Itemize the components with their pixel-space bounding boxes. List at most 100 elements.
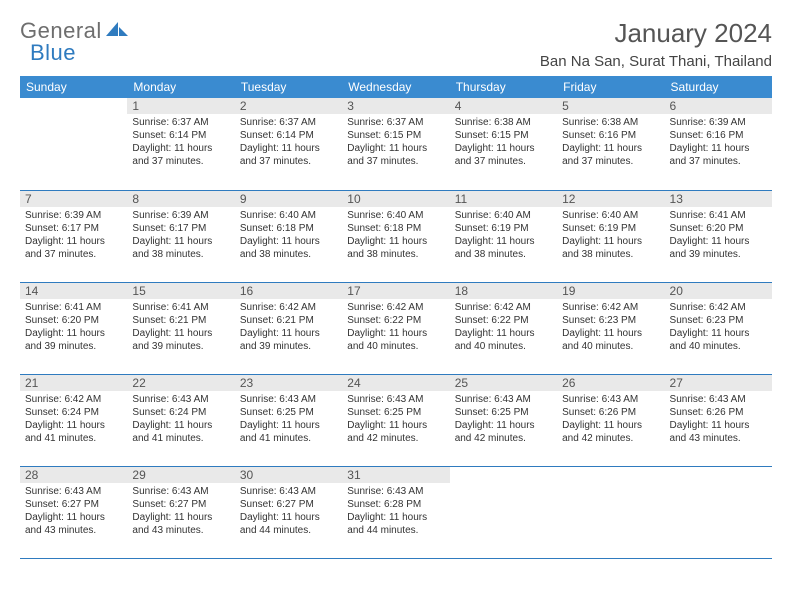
- day-number: 7: [20, 191, 127, 207]
- calendar-cell: 26Sunrise: 6:43 AMSunset: 6:26 PMDayligh…: [557, 374, 664, 466]
- day-number: 25: [450, 375, 557, 391]
- calendar-cell: 10 Sunrise: 6:40 AMSunset: 6:18 PMDayligh…: [342, 190, 449, 282]
- day-details: Sunrise: 6:43 AMSunset: 6:24 PMDaylight:…: [132, 393, 229, 445]
- day-details: Sunrise: 6:43 AMSunset: 6:27 PMDaylight:…: [240, 485, 337, 537]
- calendar-cell: 30 Sunrise: 6:43 AMSunset: 6:27 PMDayligh…: [235, 466, 342, 558]
- day-number: 1: [127, 98, 234, 114]
- day-details: Sunrise: 6:41 AMSunset: 6:20 PMDaylight:…: [670, 209, 767, 261]
- calendar-cell: 20 Sunrise: 6:42 AMSunset: 6:23 PMDayligh…: [665, 282, 772, 374]
- day-number: 18: [450, 283, 557, 299]
- location: Ban Na San, Surat Thani, Thailand: [540, 53, 772, 70]
- weekday-header: Friday: [557, 76, 664, 98]
- day-number: 6: [665, 98, 772, 114]
- calendar-cell: 17 Sunrise: 6:42 AMSunset: 6:22 PMDayligh…: [342, 282, 449, 374]
- day-number: 5: [557, 98, 664, 114]
- calendar-body: 1 Sunrise: 6:37 AMSunset: 6:14 PMDaylight…: [20, 98, 772, 558]
- calendar-cell: [665, 466, 772, 558]
- day-number: 30: [235, 467, 342, 483]
- calendar-cell: 13 Sunrise: 6:41 AMSunset: 6:20 PMDayligh…: [665, 190, 772, 282]
- weekday-header: Thursday: [450, 76, 557, 98]
- day-details: Sunrise: 6:42 AMSunset: 6:22 PMDaylight:…: [455, 301, 552, 353]
- day-details: Sunrise: 6:42 AMSunset: 6:21 PMDaylight:…: [240, 301, 337, 353]
- day-details: Sunrise: 6:43 AMSunset: 6:27 PMDaylight:…: [25, 485, 122, 537]
- weekday-header: Sunday: [20, 76, 127, 98]
- header: General January 2024 Ban Na San, Surat T…: [20, 18, 772, 70]
- calendar-cell: 9Sunrise: 6:40 AMSunset: 6:18 PMDaylight…: [235, 190, 342, 282]
- day-details: Sunrise: 6:40 AMSunset: 6:19 PMDaylight:…: [562, 209, 659, 261]
- day-details: Sunrise: 6:43 AMSunset: 6:25 PMDaylight:…: [240, 393, 337, 445]
- day-number: 13: [665, 191, 772, 207]
- day-number: 29: [127, 467, 234, 483]
- calendar-cell: [450, 466, 557, 558]
- day-number: 23: [235, 375, 342, 391]
- calendar-cell: 31 Sunrise: 6:43 AMSunset: 6:28 PMDayligh…: [342, 466, 449, 558]
- day-number: 10: [342, 191, 449, 207]
- calendar-cell: 5 Sunrise: 6:38 AMSunset: 6:16 PMDaylight…: [557, 98, 664, 190]
- calendar-header-row: SundayMondayTuesdayWednesdayThursdayFrid…: [20, 76, 772, 98]
- day-details: Sunrise: 6:42 AMSunset: 6:23 PMDaylight:…: [670, 301, 767, 353]
- calendar-cell: 22 Sunrise: 6:43 AMSunset: 6:24 PMDayligh…: [127, 374, 234, 466]
- logo-sub: Blue: [30, 40, 76, 66]
- weekday-header: Tuesday: [235, 76, 342, 98]
- calendar-cell: [20, 98, 127, 190]
- calendar-table: SundayMondayTuesdayWednesdayThursdayFrid…: [20, 76, 772, 559]
- calendar-cell: 15 Sunrise: 6:41 AMSunset: 6:21 PMDayligh…: [127, 282, 234, 374]
- day-number: 31: [342, 467, 449, 483]
- day-details: Sunrise: 6:42 AMSunset: 6:23 PMDaylight:…: [562, 301, 659, 353]
- calendar-cell: 27Sunrise: 6:43 AMSunset: 6:26 PMDayligh…: [665, 374, 772, 466]
- logo-sail-icon: [106, 20, 128, 43]
- day-details: Sunrise: 6:42 AMSunset: 6:24 PMDaylight:…: [25, 393, 122, 445]
- day-number: 20: [665, 283, 772, 299]
- day-details: Sunrise: 6:43 AMSunset: 6:28 PMDaylight:…: [347, 485, 444, 537]
- day-number: 24: [342, 375, 449, 391]
- calendar-cell: 7 Sunrise: 6:39 AMSunset: 6:17 PMDaylight…: [20, 190, 127, 282]
- day-number: 14: [20, 283, 127, 299]
- day-details: Sunrise: 6:43 AMSunset: 6:26 PMDaylight:…: [670, 393, 767, 445]
- day-details: Sunrise: 6:38 AMSunset: 6:15 PMDaylight:…: [455, 116, 552, 168]
- day-number: 3: [342, 98, 449, 114]
- day-number: 2: [235, 98, 342, 114]
- calendar-cell: 24 Sunrise: 6:43 AMSunset: 6:25 PMDayligh…: [342, 374, 449, 466]
- day-number: 11: [450, 191, 557, 207]
- calendar-cell: 8Sunrise: 6:39 AMSunset: 6:17 PMDaylight…: [127, 190, 234, 282]
- weekday-header: Saturday: [665, 76, 772, 98]
- day-details: Sunrise: 6:42 AMSunset: 6:22 PMDaylight:…: [347, 301, 444, 353]
- day-number: 15: [127, 283, 234, 299]
- title-block: January 2024 Ban Na San, Surat Thani, Th…: [540, 18, 772, 70]
- day-details: Sunrise: 6:43 AMSunset: 6:26 PMDaylight:…: [562, 393, 659, 445]
- calendar-cell: 12 Sunrise: 6:40 AMSunset: 6:19 PMDayligh…: [557, 190, 664, 282]
- day-number: 16: [235, 283, 342, 299]
- day-details: Sunrise: 6:40 AMSunset: 6:18 PMDaylight:…: [347, 209, 444, 261]
- day-number: 12: [557, 191, 664, 207]
- day-details: Sunrise: 6:43 AMSunset: 6:25 PMDaylight:…: [455, 393, 552, 445]
- day-details: Sunrise: 6:41 AMSunset: 6:21 PMDaylight:…: [132, 301, 229, 353]
- day-details: Sunrise: 6:39 AMSunset: 6:17 PMDaylight:…: [25, 209, 122, 261]
- day-number: 21: [20, 375, 127, 391]
- calendar-cell: 18 Sunrise: 6:42 AMSunset: 6:22 PMDayligh…: [450, 282, 557, 374]
- day-details: Sunrise: 6:39 AMSunset: 6:16 PMDaylight:…: [670, 116, 767, 168]
- calendar-cell: 3Sunrise: 6:37 AMSunset: 6:15 PMDaylight…: [342, 98, 449, 190]
- day-details: Sunrise: 6:38 AMSunset: 6:16 PMDaylight:…: [562, 116, 659, 168]
- weekday-header: Wednesday: [342, 76, 449, 98]
- day-number: 17: [342, 283, 449, 299]
- day-number: 28: [20, 467, 127, 483]
- calendar-cell: 23 Sunrise: 6:43 AMSunset: 6:25 PMDayligh…: [235, 374, 342, 466]
- day-details: Sunrise: 6:43 AMSunset: 6:25 PMDaylight:…: [347, 393, 444, 445]
- calendar-cell: 4 Sunrise: 6:38 AMSunset: 6:15 PMDaylight…: [450, 98, 557, 190]
- day-details: Sunrise: 6:40 AMSunset: 6:19 PMDaylight:…: [455, 209, 552, 261]
- day-number: 22: [127, 375, 234, 391]
- day-number: 19: [557, 283, 664, 299]
- calendar-cell: 28 Sunrise: 6:43 AMSunset: 6:27 PMDayligh…: [20, 466, 127, 558]
- page-title: January 2024: [540, 18, 772, 49]
- calendar-cell: [557, 466, 664, 558]
- calendar-cell: 11 Sunrise: 6:40 AMSunset: 6:19 PMDayligh…: [450, 190, 557, 282]
- day-details: Sunrise: 6:40 AMSunset: 6:18 PMDaylight:…: [240, 209, 337, 261]
- day-number: 4: [450, 98, 557, 114]
- weekday-header: Monday: [127, 76, 234, 98]
- day-details: Sunrise: 6:37 AMSunset: 6:14 PMDaylight:…: [240, 116, 337, 168]
- logo-text-blue: Blue: [30, 40, 76, 65]
- calendar-cell: 29Sunrise: 6:43 AMSunset: 6:27 PMDayligh…: [127, 466, 234, 558]
- calendar-cell: 21 Sunrise: 6:42 AMSunset: 6:24 PMDayligh…: [20, 374, 127, 466]
- calendar-cell: 6 Sunrise: 6:39 AMSunset: 6:16 PMDaylight…: [665, 98, 772, 190]
- day-details: Sunrise: 6:37 AMSunset: 6:14 PMDaylight:…: [132, 116, 229, 168]
